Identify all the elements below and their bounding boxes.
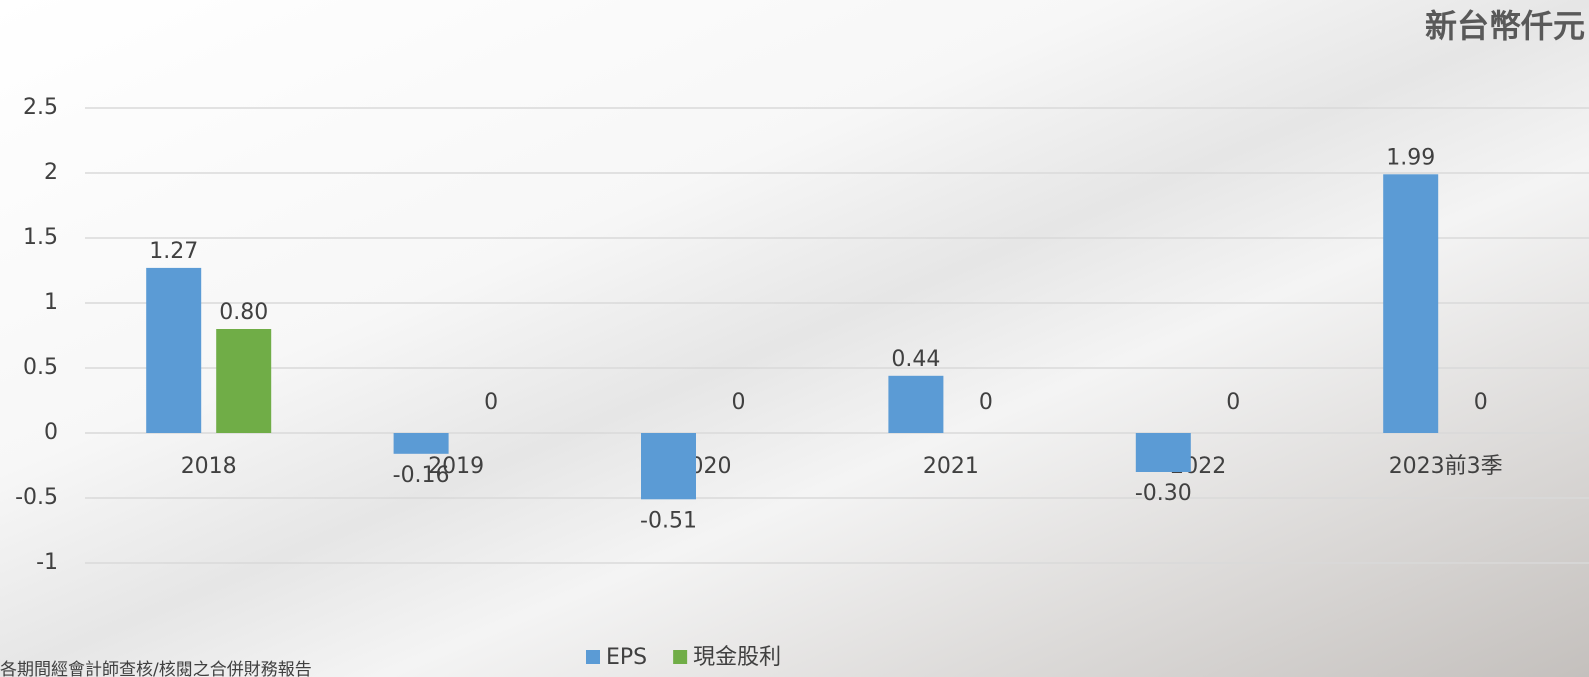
data-label: -0.51 <box>640 508 697 533</box>
data-label: 0 <box>732 390 746 415</box>
x-tick-label: 2018 <box>181 454 237 479</box>
data-label: 0 <box>1226 390 1240 415</box>
bar <box>1383 174 1439 434</box>
legend-label: 現金股利 <box>693 645 781 670</box>
data-label: 1.27 <box>149 239 198 264</box>
bar <box>146 267 202 433</box>
bar <box>1135 433 1191 472</box>
data-label: 1.99 <box>1386 145 1435 170</box>
data-label: 0 <box>979 390 993 415</box>
bar <box>216 329 272 433</box>
bar <box>888 375 944 433</box>
y-tick-label: 0.5 <box>23 355 58 380</box>
y-tick-label: -0.5 <box>15 485 58 510</box>
data-label: -0.30 <box>1135 481 1192 506</box>
x-tick-label: 2023前3季 <box>1389 454 1503 479</box>
y-tick-label: 2 <box>44 160 58 185</box>
y-tick-label: -1 <box>36 550 58 575</box>
bar <box>393 433 449 454</box>
legend-label: EPS <box>606 645 647 670</box>
legend-swatch <box>586 650 600 664</box>
bar <box>641 433 696 500</box>
data-label: 0.80 <box>219 300 268 325</box>
y-tick-label: 0 <box>44 420 58 445</box>
unit-label: 新台幣仟元 <box>1425 7 1585 45</box>
data-label: -0.16 <box>393 463 450 488</box>
data-label: 0 <box>484 390 498 415</box>
legend-swatch <box>673 650 688 664</box>
data-label: 0.44 <box>891 347 940 372</box>
y-tick-label: 1.5 <box>23 225 58 250</box>
y-tick-label: 2.5 <box>23 95 58 120</box>
y-tick-label: 1 <box>44 290 58 315</box>
x-tick-label: 2021 <box>923 454 979 479</box>
data-label: 0 <box>1474 390 1488 415</box>
x-tick-label: 2019 <box>428 454 484 479</box>
footnote: 各期間經會計師查核/核閱之合併財務報告 <box>0 660 312 677</box>
